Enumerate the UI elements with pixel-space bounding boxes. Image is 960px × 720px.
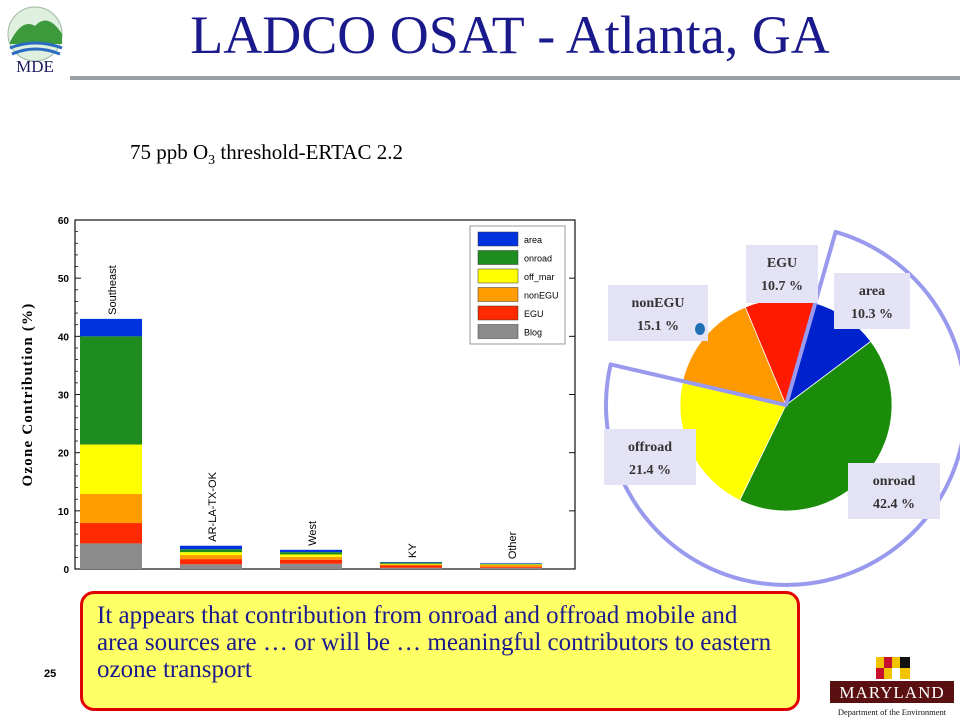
chart-subtitle: 75 ppb O3 threshold-ERTAC 2.2	[130, 140, 403, 169]
pie-label-box	[604, 429, 696, 485]
maryland-flag-icon	[876, 657, 910, 679]
maryland-logo-subtext: Department of the Environment	[838, 707, 947, 717]
legend-swatch	[477, 324, 519, 339]
y-tick-label: 50	[58, 274, 70, 285]
x-category-label: AR-LA-TX-OK	[207, 471, 219, 541]
mde-logo-text: MDE	[16, 57, 54, 76]
maryland-logo: MARYLAND Department of the Environment	[830, 657, 954, 717]
bar-segment-onroad	[480, 563, 542, 565]
bar-segment-Blog	[480, 567, 542, 569]
bar-segment-off_mar	[80, 444, 142, 494]
pie-label-box	[746, 245, 818, 303]
x-category-label: West	[307, 521, 319, 546]
bar-segment-Blog	[80, 543, 142, 569]
bar-segment-onroad	[380, 562, 442, 564]
pie-label-name: area	[859, 284, 885, 299]
legend-label: Blog	[524, 328, 542, 338]
pie-highlight-outline	[604, 229, 960, 587]
bar-segment-Blog	[280, 563, 342, 569]
pie-label-value: 15.1 %	[637, 319, 679, 334]
pie-label-box	[834, 273, 910, 329]
bar-segment-EGU	[380, 565, 442, 568]
legend-swatch	[477, 250, 519, 265]
bar-segment-nonEGU	[480, 564, 542, 567]
bullet-dot	[695, 323, 705, 335]
y-tick-label: 10	[58, 507, 70, 518]
legend-label: area	[524, 235, 542, 245]
pie-label-box	[608, 285, 708, 341]
x-category-label: Southeast	[107, 265, 119, 315]
bar-segment-off_mar	[280, 554, 342, 557]
bar-segment-nonEGU	[180, 555, 242, 560]
bar-segment-off_mar	[380, 563, 442, 565]
subtitle-suffix: threshold-ERTAC 2.2	[215, 140, 403, 164]
legend-swatch	[477, 305, 519, 321]
subtitle-subscript: 3	[208, 153, 216, 169]
y-tick-label: 40	[58, 332, 70, 343]
callout-box: It appears that contribution from onroad…	[80, 591, 800, 711]
bar-segment-Blog	[180, 564, 242, 569]
pie-label-name: EGU	[767, 256, 797, 271]
pie-label-box	[848, 463, 940, 519]
bar-segment-onroad	[180, 549, 242, 553]
bar-segment-EGU	[280, 559, 342, 564]
bar-segment-area	[80, 318, 142, 337]
y-tick-label: 0	[63, 565, 69, 576]
bar-segment-nonEGU	[380, 564, 442, 566]
bar-segment-area	[280, 549, 342, 553]
bar-segment-area	[180, 545, 242, 550]
pie-label-value: 42.4 %	[873, 497, 915, 512]
bar-segment-area	[380, 562, 442, 563]
x-category-label: Other	[507, 531, 519, 559]
subtitle-prefix: 75 ppb O	[130, 140, 209, 164]
bar-segment-nonEGU	[280, 556, 342, 560]
page-number: 25	[44, 668, 57, 680]
legend-swatch	[477, 231, 519, 247]
pie-label-name: offroad	[628, 440, 672, 455]
x-category-label: KY	[407, 543, 419, 558]
pie-label-value: 10.3 %	[851, 307, 893, 322]
pie-label-name: onroad	[873, 474, 916, 489]
bar-segment-area	[480, 563, 542, 564]
callout-text: It appears that contribution from onroad…	[97, 602, 772, 683]
y-tick-label: 30	[58, 391, 70, 402]
bar-segment-EGU	[480, 566, 542, 568]
title-divider	[70, 76, 960, 80]
pie-label-name: nonEGU	[632, 296, 685, 311]
stacked-bar-chart: 0 10 20 30 40 50 60 Ozone Contribution (%) South…	[20, 216, 576, 576]
bar-segment-nonEGU	[80, 493, 142, 524]
bar-segment-EGU	[180, 559, 242, 565]
legend-label: nonEGU	[524, 291, 559, 301]
bar-segment-onroad	[80, 336, 142, 445]
bar-segment-off_mar	[480, 564, 542, 565]
bar-segment-off_mar	[180, 552, 242, 556]
legend-swatch	[477, 268, 519, 284]
y-tick-label: 60	[58, 216, 70, 227]
legend-swatch	[477, 287, 519, 302]
bar-segment-onroad	[280, 552, 342, 555]
pie-chart: area 10.3 % onroad 42.4 % offroad 21.4 % nonEG…	[604, 229, 960, 587]
pie-label-value: 21.4 %	[629, 463, 671, 478]
maryland-logo-text: MARYLAND	[839, 683, 944, 702]
y-tick-label: 20	[58, 449, 70, 460]
y-axis-label: Ozone Contribution (%)	[20, 303, 36, 487]
legend-label: onroad	[524, 254, 552, 264]
mde-logo: MDE	[7, 6, 63, 76]
legend-label: off_mar	[524, 272, 554, 282]
page-title: LADCO OSAT - Atlanta, GA	[190, 5, 830, 65]
pie-label-value: 10.7 %	[761, 279, 803, 294]
bar-segment-EGU	[80, 523, 142, 544]
bar-segment-Blog	[380, 567, 442, 569]
legend-label: EGU	[524, 309, 544, 319]
